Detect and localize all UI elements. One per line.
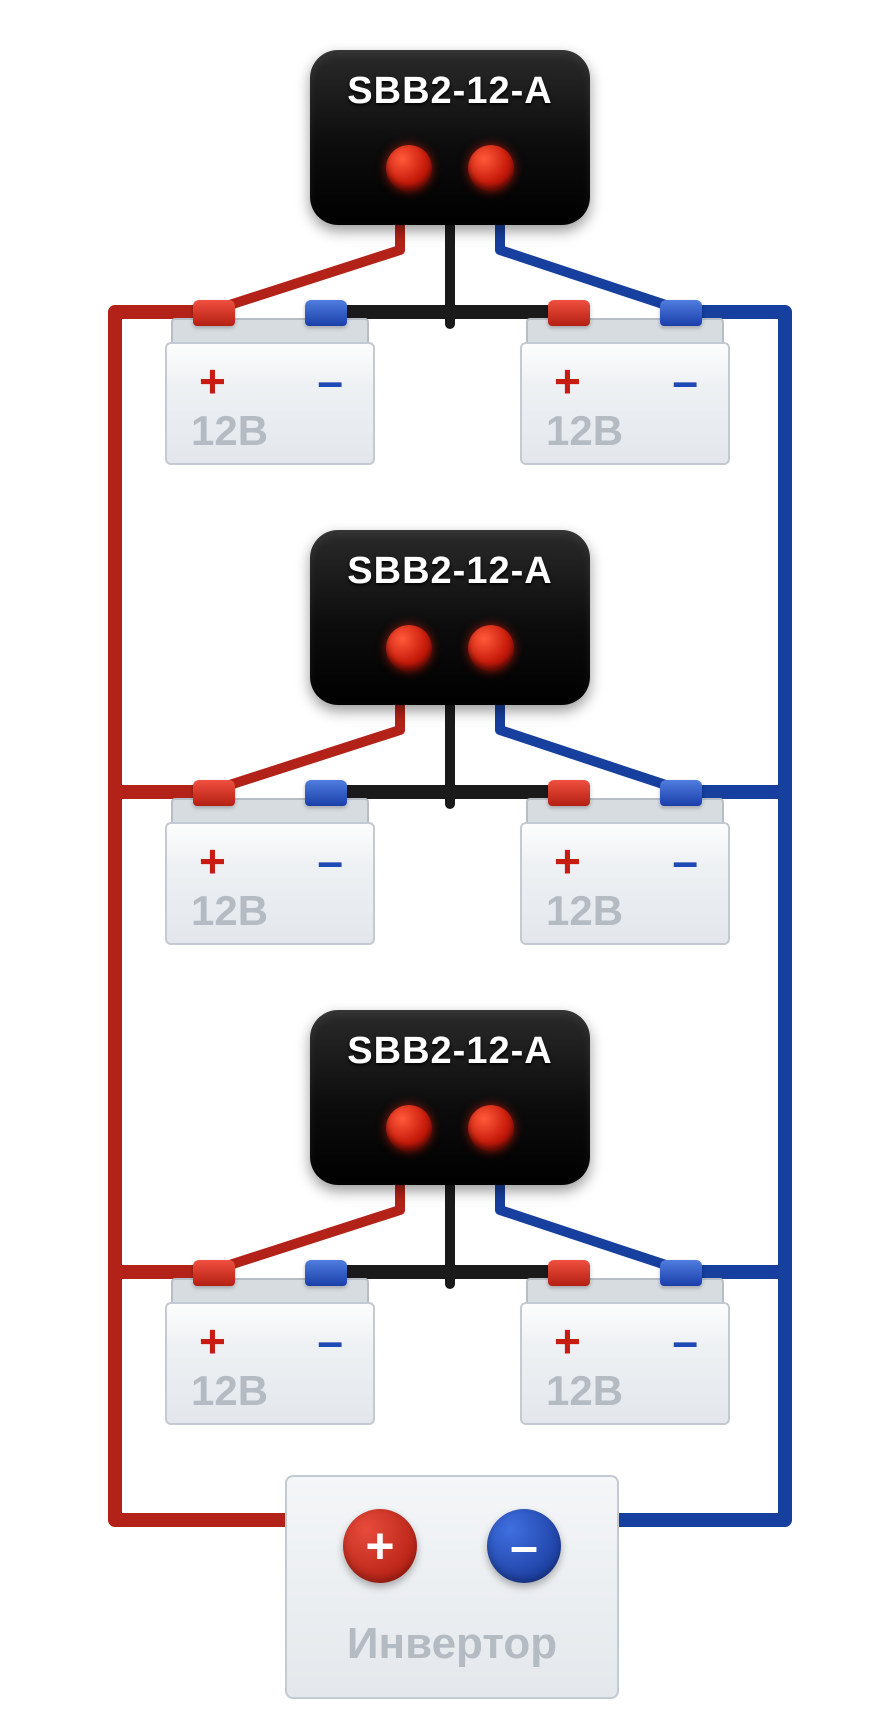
balancer-module: SBB2-12-A bbox=[310, 530, 590, 705]
minus-icon: – bbox=[317, 838, 339, 884]
battery: + – 12В bbox=[520, 780, 730, 945]
module-label: SBB2-12-A bbox=[310, 70, 590, 113]
battery-positive-terminal-icon bbox=[193, 780, 235, 806]
minus-icon: – bbox=[672, 838, 694, 884]
plus-icon: + bbox=[199, 1318, 226, 1364]
battery-voltage: 12В bbox=[191, 407, 268, 455]
battery: + – 12В bbox=[520, 300, 730, 465]
inverter: + – Инвертор bbox=[285, 1475, 619, 1699]
battery-negative-terminal-icon bbox=[305, 780, 347, 806]
status-led-icon bbox=[386, 1105, 432, 1151]
plus-icon: + bbox=[554, 838, 581, 884]
inverter-negative-terminal-icon: – bbox=[487, 1509, 561, 1583]
battery: + – 12В bbox=[165, 1260, 375, 1425]
battery-voltage: 12В bbox=[546, 407, 623, 455]
plus-icon: + bbox=[554, 1318, 581, 1364]
minus-icon: – bbox=[672, 358, 694, 404]
status-led-icon bbox=[386, 625, 432, 671]
battery-negative-terminal-icon bbox=[660, 300, 702, 326]
battery: + – 12В bbox=[520, 1260, 730, 1425]
plus-icon: + bbox=[199, 358, 226, 404]
battery-negative-terminal-icon bbox=[305, 1260, 347, 1286]
battery-voltage: 12В bbox=[546, 887, 623, 935]
battery: + – 12В bbox=[165, 300, 375, 465]
battery-positive-terminal-icon bbox=[548, 300, 590, 326]
status-led-icon bbox=[468, 145, 514, 191]
battery-positive-terminal-icon bbox=[548, 1260, 590, 1286]
module-label: SBB2-12-A bbox=[310, 550, 590, 593]
battery-negative-terminal-icon bbox=[305, 300, 347, 326]
minus-icon: – bbox=[672, 1318, 694, 1364]
minus-icon: – bbox=[317, 358, 339, 404]
wiring-layer bbox=[0, 0, 896, 1722]
battery-positive-terminal-icon bbox=[548, 780, 590, 806]
battery-voltage: 12В bbox=[546, 1367, 623, 1415]
battery-negative-terminal-icon bbox=[660, 780, 702, 806]
battery-negative-terminal-icon bbox=[660, 1260, 702, 1286]
status-led-icon bbox=[386, 145, 432, 191]
battery-positive-terminal-icon bbox=[193, 1260, 235, 1286]
inverter-label: Инвертор bbox=[287, 1619, 617, 1669]
status-led-icon bbox=[468, 1105, 514, 1151]
module-label: SBB2-12-A bbox=[310, 1030, 590, 1073]
status-led-icon bbox=[468, 625, 514, 671]
wiring-diagram: { "diagram": { "type": "wiring-diagram",… bbox=[0, 0, 896, 1722]
battery-voltage: 12В bbox=[191, 1367, 268, 1415]
inverter-positive-terminal-icon: + bbox=[343, 1509, 417, 1583]
battery-voltage: 12В bbox=[191, 887, 268, 935]
battery: + – 12В bbox=[165, 780, 375, 945]
balancer-module: SBB2-12-A bbox=[310, 50, 590, 225]
minus-icon: – bbox=[317, 1318, 339, 1364]
battery-positive-terminal-icon bbox=[193, 300, 235, 326]
plus-icon: + bbox=[199, 838, 226, 884]
plus-icon: + bbox=[554, 358, 581, 404]
balancer-module: SBB2-12-A bbox=[310, 1010, 590, 1185]
